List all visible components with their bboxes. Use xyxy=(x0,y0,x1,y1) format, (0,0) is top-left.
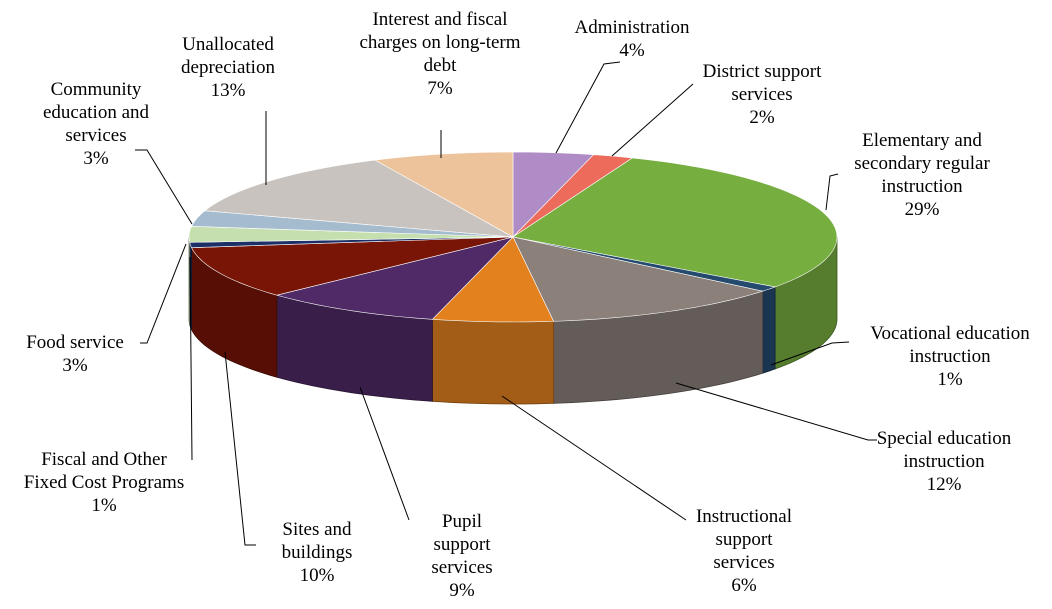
leader-food-service xyxy=(140,243,187,344)
label-fiscal-and-other-fixed-cost-programs: Fixed Cost Programs xyxy=(24,472,184,493)
label-instructional-support-services: Instructional xyxy=(696,506,792,527)
slice-sites-and-buildings xyxy=(191,236,514,296)
leader-special-education-instruction xyxy=(675,382,877,441)
label-elementary-and-secondary-regular-instruction: Elementary and xyxy=(862,130,982,151)
label-pupil-support-services: Pupil xyxy=(442,511,482,532)
slice-special-education-instruction xyxy=(512,236,764,322)
leader-sites-and-buildings xyxy=(224,351,256,546)
label-community-education-and-services: Community xyxy=(51,79,142,100)
label-interest-and-fiscal-charges-on-long-term-debt: Interest and fiscal xyxy=(372,9,507,30)
label-special-education-instruction: instruction xyxy=(903,451,985,472)
label-special-education-instruction: Special education xyxy=(877,428,1012,449)
slice-administration xyxy=(512,151,595,238)
label-unallocated-depreciation: depreciation xyxy=(181,57,275,78)
leader-vocational-education-instruction xyxy=(770,341,850,366)
pct-label-elementary-and-secondary-regular-instruction: 29% xyxy=(905,199,940,220)
slice-food-service xyxy=(188,226,514,243)
side-food-service xyxy=(188,236,191,325)
pct-label-community-education-and-services: 3% xyxy=(83,148,109,169)
pct-label-sites-and-buildings: 10% xyxy=(300,565,335,586)
pct-label-administration: 4% xyxy=(619,40,645,61)
leader-community-education-and-services xyxy=(135,149,193,225)
label-food-service: Food service xyxy=(26,332,124,353)
label-instructional-support-services: services xyxy=(713,552,774,573)
label-sites-and-buildings: buildings xyxy=(282,542,353,563)
label-pupil-support-services: services xyxy=(431,557,492,578)
leader-instructional-support-services xyxy=(501,395,687,521)
pct-label-pupil-support-services: 9% xyxy=(449,580,475,601)
label-instructional-support-services: support xyxy=(716,529,774,550)
pct-label-instructional-support-services: 6% xyxy=(731,575,757,596)
leader-administration xyxy=(555,61,621,154)
pct-label-special-education-instruction: 12% xyxy=(927,474,962,495)
leader-elementary-and-secondary-regular-instruction xyxy=(825,173,839,211)
pct-label-vocational-education-instruction: 1% xyxy=(937,369,963,390)
label-district-support-services: District support xyxy=(703,61,822,82)
label-pupil-support-services: support xyxy=(434,534,492,555)
label-vocational-education-instruction: instruction xyxy=(909,346,991,367)
pct-label-food-service: 3% xyxy=(62,355,88,376)
pct-label-fiscal-and-other-fixed-cost-programs: 1% xyxy=(91,495,117,516)
pct-label-district-support-services: 2% xyxy=(749,107,775,128)
label-vocational-education-instruction: Vocational education xyxy=(870,323,1030,344)
pie-top-faces xyxy=(188,151,838,323)
slice-unallocated-depreciation xyxy=(204,159,514,238)
pct-label-unallocated-depreciation: 13% xyxy=(211,80,246,101)
side-instructional-support-services xyxy=(432,318,555,405)
slice-district-support-services xyxy=(512,154,634,238)
leader-pupil-support-services xyxy=(359,386,410,521)
label-sites-and-buildings: Sites and xyxy=(282,519,352,540)
label-elementary-and-secondary-regular-instruction: instruction xyxy=(881,176,963,197)
label-fiscal-and-other-fixed-cost-programs: Fiscal and Other xyxy=(41,449,167,470)
label-interest-and-fiscal-charges-on-long-term-debt: charges on long-term xyxy=(359,32,520,53)
slice-interest-and-fiscal-charges-on-long-term-debt xyxy=(374,151,514,238)
label-interest-and-fiscal-charges-on-long-term-debt: debt xyxy=(424,55,457,76)
side-vocational-education-instruction xyxy=(762,286,776,374)
slice-instructional-support-services xyxy=(431,236,555,323)
label-elementary-and-secondary-regular-instruction: secondary regular xyxy=(854,153,990,174)
label-district-support-services: services xyxy=(731,84,792,105)
label-community-education-and-services: education and xyxy=(43,102,150,123)
label-unallocated-depreciation: Unallocated xyxy=(182,34,274,55)
label-administration: Administration xyxy=(574,17,690,38)
leader-fiscal-and-other-fixed-cost-programs xyxy=(189,256,193,461)
pie-side-walls xyxy=(188,236,838,405)
leader-lines xyxy=(135,61,877,546)
label-community-education-and-services: services xyxy=(65,125,126,146)
slice-pupil-support-services xyxy=(276,236,514,320)
slice-elementary-and-secondary-regular-instruction xyxy=(512,157,838,288)
pct-label-interest-and-fiscal-charges-on-long-term-debt: 7% xyxy=(427,78,453,99)
leader-district-support-services xyxy=(611,83,694,157)
